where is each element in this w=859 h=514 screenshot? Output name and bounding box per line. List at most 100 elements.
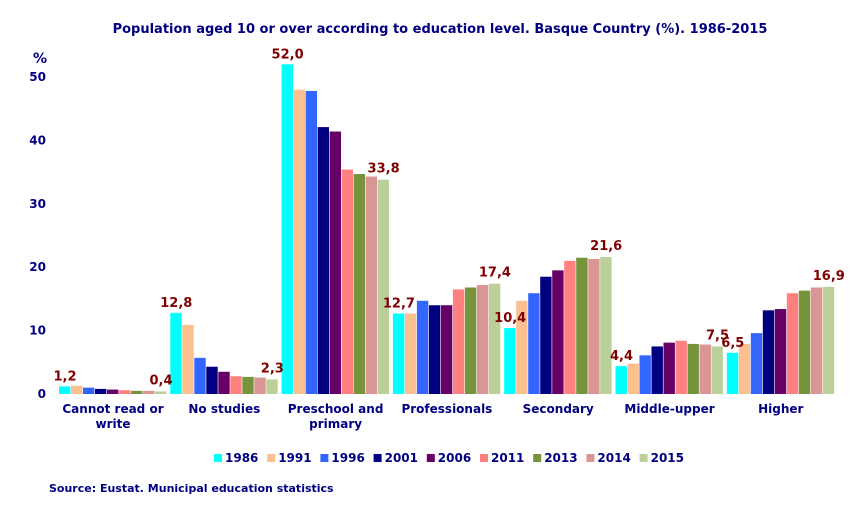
bar-2015-4 (600, 257, 612, 394)
bar-2014-4 (588, 258, 600, 394)
bar-2001-3 (428, 305, 441, 394)
bar-1991-5 (627, 363, 639, 394)
bar-1996-5 (639, 355, 651, 394)
bar-1986-3 (392, 313, 405, 394)
bar-2015-6 (822, 286, 835, 394)
bar-1991-6 (738, 343, 751, 394)
bar-2014-3 (476, 284, 489, 394)
data-label: 17,4 (479, 266, 511, 281)
bar-2011-3 (452, 289, 465, 394)
y-tick-label: 30 (29, 197, 46, 211)
bar-1986-4 (504, 328, 516, 394)
legend-swatch-1986 (214, 454, 222, 462)
bar-2013-1 (242, 376, 254, 394)
bar-2006-1 (218, 371, 230, 394)
data-label: 12,7 (383, 296, 415, 311)
bar-2011-2 (341, 169, 353, 394)
bar-2001-5 (651, 346, 663, 394)
data-label: 0,4 (149, 373, 172, 388)
bar-2013-4 (576, 257, 588, 394)
legend-swatch-2013 (533, 454, 542, 462)
data-label: 33,8 (368, 162, 400, 177)
data-label: 21,6 (590, 239, 622, 254)
bar-2011-6 (786, 293, 799, 394)
data-label: 1,2 (53, 369, 76, 384)
bar-2006-3 (440, 305, 453, 394)
bar-2006-4 (552, 270, 564, 394)
bar-1986-6 (726, 352, 739, 394)
bar-2006-0 (107, 389, 119, 394)
bar-2013-0 (131, 390, 143, 394)
bar-1996-3 (416, 300, 429, 394)
bar-2013-6 (798, 290, 811, 394)
bar-1996-4 (528, 293, 540, 394)
bar-2015-0 (155, 391, 167, 394)
bar-2001-4 (540, 276, 552, 394)
x-tick-label: Higher (758, 402, 803, 416)
y-tick-label: 40 (29, 133, 46, 147)
bar-1996-6 (750, 333, 763, 394)
bar-1986-0 (59, 386, 71, 394)
bar-2014-6 (810, 287, 823, 394)
y-axis-label: % (33, 51, 47, 67)
bar-2001-2 (317, 127, 329, 394)
bar-1996-0 (83, 387, 95, 394)
bar-1991-1 (182, 324, 194, 394)
data-label: 4,4 (610, 349, 633, 364)
bar-2011-0 (119, 390, 131, 394)
legend-swatch-1996 (320, 454, 329, 462)
legend-label-2014: 2014 (597, 451, 630, 465)
legend-label-2013: 2013 (544, 451, 577, 465)
y-tick-label: 0 (38, 387, 46, 401)
data-label: 6,5 (721, 336, 744, 351)
source-note: Source: Eustat. Municipal education stat… (49, 482, 334, 495)
bar-2014-1 (254, 377, 266, 394)
x-tick-label: Middle-upper (624, 402, 714, 416)
legend-label-1991: 1991 (278, 451, 311, 465)
x-tick-label: Secondary (523, 402, 594, 416)
bar-2015-5 (711, 346, 723, 394)
x-tick-label: Professionals (401, 402, 492, 416)
bar-1986-1 (170, 312, 182, 394)
bar-2011-1 (230, 376, 242, 394)
bar-2006-5 (663, 342, 675, 394)
legend-swatch-2015 (639, 454, 648, 462)
bar-2011-5 (675, 340, 687, 394)
bar-1991-4 (516, 300, 528, 394)
legend-swatch-1991 (267, 454, 276, 462)
bar-1986-2 (281, 64, 293, 394)
legend-label-2006: 2006 (438, 451, 471, 465)
legend-swatch-2011 (480, 454, 488, 462)
bar-2014-5 (699, 344, 711, 394)
bar-2013-2 (353, 174, 365, 394)
bar-2015-3 (488, 283, 501, 394)
data-label: 7,5 (706, 328, 729, 343)
legend-swatch-2006 (426, 454, 435, 462)
legend-swatch-2014 (586, 454, 595, 462)
x-tick-label: Preschool and primary (288, 402, 384, 431)
legend-swatch-2001 (373, 454, 382, 462)
legend-label-1996: 1996 (331, 451, 364, 465)
y-tick-label: 10 (29, 324, 46, 338)
y-tick-label: 20 (29, 260, 46, 274)
bar-2013-3 (464, 287, 477, 394)
y-tick-label: 50 (29, 70, 46, 84)
bar-1991-2 (293, 89, 305, 395)
bar-2001-0 (95, 388, 107, 394)
bar-2014-2 (365, 176, 377, 394)
bar-1996-2 (305, 90, 317, 394)
bar-2013-5 (687, 343, 699, 394)
bar-1991-3 (404, 313, 417, 394)
bar-2011-4 (564, 260, 576, 394)
legend-label-2011: 2011 (491, 451, 524, 465)
bar-2001-6 (762, 310, 775, 394)
legend-label-1986: 1986 (225, 451, 258, 465)
chart-title: Population aged 10 or over according to … (113, 22, 768, 37)
data-label: 16,9 (813, 269, 845, 284)
bar-2001-1 (206, 366, 218, 394)
data-label: 2,3 (261, 361, 284, 376)
data-label: 10,4 (494, 311, 526, 326)
x-tick-label: No studies (188, 402, 260, 416)
bar-1996-1 (194, 357, 206, 394)
